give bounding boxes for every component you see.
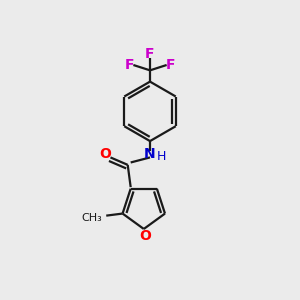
Text: H: H [157,150,166,163]
Text: N: N [144,148,156,161]
Text: CH₃: CH₃ [81,213,102,223]
Text: O: O [99,148,111,161]
Text: F: F [166,58,175,72]
Text: F: F [125,58,134,72]
Text: F: F [145,47,155,61]
Text: O: O [139,229,151,242]
